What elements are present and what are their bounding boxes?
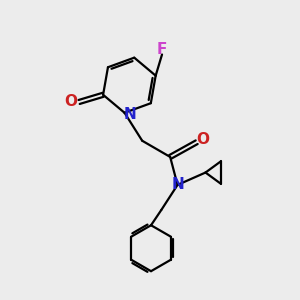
Text: N: N bbox=[124, 107, 136, 122]
Text: O: O bbox=[196, 132, 209, 147]
Text: N: N bbox=[171, 177, 184, 192]
Text: O: O bbox=[64, 94, 77, 110]
Text: F: F bbox=[157, 42, 167, 57]
